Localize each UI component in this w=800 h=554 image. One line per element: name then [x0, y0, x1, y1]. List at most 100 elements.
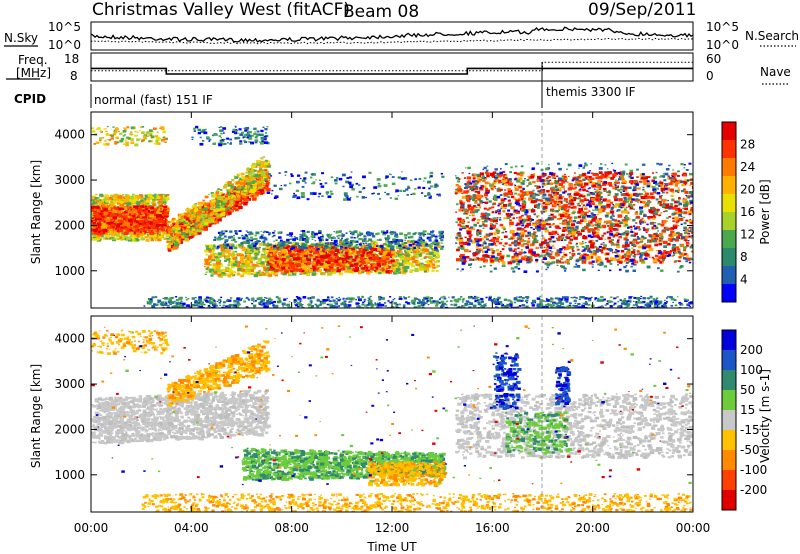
scatter-cell — [144, 214, 148, 217]
scatter-cell — [261, 263, 265, 267]
scatter-cell — [369, 266, 375, 270]
scatter-cell — [247, 271, 252, 275]
scatter-cell — [137, 215, 141, 217]
scatter-cell — [349, 264, 354, 268]
scatter-cell — [122, 212, 126, 215]
scatter-cell — [204, 250, 208, 253]
scatter-cell — [264, 171, 269, 175]
scatter-cell — [376, 248, 381, 252]
scatter-cell — [417, 261, 421, 264]
scatter-cell — [268, 268, 273, 271]
scatter-cell — [370, 253, 373, 255]
scatter-cell — [97, 205, 100, 207]
scatter-cell — [332, 256, 337, 259]
scatter-cell — [347, 256, 351, 259]
freq-panel-frame — [90, 52, 694, 82]
scatter-cell — [383, 263, 387, 266]
scatter-cell — [387, 252, 392, 256]
scatter-cell — [398, 267, 401, 269]
scatter-cell — [331, 248, 334, 251]
scatter-cell — [188, 216, 192, 219]
scatter-cell — [247, 261, 251, 263]
noise-right-label: N.Search — [745, 29, 799, 43]
scatter-cell — [217, 218, 222, 222]
scatter-cell — [306, 265, 310, 268]
scatter-cell — [211, 199, 216, 203]
scatter-cell — [209, 207, 213, 211]
scatter-cell — [307, 267, 311, 270]
scatter-cell — [406, 252, 410, 255]
scatter-cell — [190, 209, 195, 213]
scatter-cell — [390, 265, 393, 268]
scatter-cell — [142, 214, 146, 217]
scatter-cell — [108, 231, 111, 234]
scatter-cell — [299, 252, 304, 256]
scatter-cell — [258, 176, 262, 180]
cpid-segment-2: themis 3300 IF — [546, 85, 636, 99]
scatter-cell — [339, 253, 345, 257]
scatter-cell — [212, 266, 216, 269]
scatter-cell — [129, 231, 134, 235]
scatter-cell — [238, 243, 242, 247]
scatter-cell — [339, 264, 343, 267]
scatter-cell — [127, 199, 129, 201]
scatter-cell — [260, 160, 265, 164]
scatter-cell — [237, 253, 240, 255]
scatter-cell — [121, 208, 125, 210]
scatter-cell — [220, 253, 226, 258]
scatter-cell — [261, 256, 265, 259]
scatter-cell — [237, 185, 241, 188]
scatter-cell — [235, 181, 240, 185]
scatter-cell — [232, 257, 237, 260]
scatter-cell — [106, 235, 110, 238]
scatter-cell — [254, 252, 259, 255]
scatter-cell — [122, 238, 125, 240]
scatter-cell — [310, 267, 314, 271]
scatter-cell — [133, 221, 137, 224]
scatter-cell — [345, 254, 349, 258]
scatter-cell — [264, 159, 268, 162]
scatter-cell — [269, 265, 272, 267]
scatter-cell — [220, 191, 223, 194]
scatter-cell — [391, 264, 396, 268]
scatter-cell — [107, 226, 110, 229]
scatter-cell — [108, 221, 114, 225]
scatter-cell — [331, 246, 336, 250]
scatter-cell — [225, 181, 228, 184]
scatter-cell — [150, 206, 154, 210]
scatter-cell — [422, 241, 427, 245]
scatter-cell — [210, 201, 216, 205]
nave-line — [91, 61, 693, 72]
scatter-cell — [107, 238, 110, 240]
scatter-cell — [214, 204, 218, 207]
scatter-cell — [183, 212, 189, 216]
scatter-cell — [322, 253, 326, 257]
scatter-cell — [228, 184, 232, 187]
scatter-cell — [100, 225, 105, 229]
scatter-cell — [167, 231, 172, 234]
scatter-cell — [360, 248, 365, 252]
scatter-cell — [200, 222, 204, 225]
scatter-cell — [401, 242, 406, 245]
scatter-cell — [103, 212, 108, 216]
scatter-cell — [296, 252, 300, 256]
scatter-cell — [279, 249, 282, 251]
scatter-cell — [435, 266, 439, 269]
scatter-cell — [296, 263, 302, 267]
scatter-cell — [261, 157, 264, 160]
scatter-cell — [98, 226, 102, 229]
scatter-cell — [253, 196, 257, 199]
scatter-cell — [413, 242, 417, 246]
scatter-cell — [127, 210, 132, 214]
scatter-cell — [129, 230, 132, 232]
scatter-cell — [109, 208, 113, 211]
scatter-cell — [412, 250, 418, 254]
scatter-cell — [310, 262, 313, 265]
scatter-cell — [110, 223, 115, 227]
scatter-cell — [229, 196, 232, 199]
scatter-cell — [345, 247, 350, 251]
scatter-cell — [105, 218, 110, 222]
scatter-cell — [374, 242, 378, 245]
scatter-cell — [104, 198, 107, 200]
scatter-cell — [129, 236, 132, 238]
